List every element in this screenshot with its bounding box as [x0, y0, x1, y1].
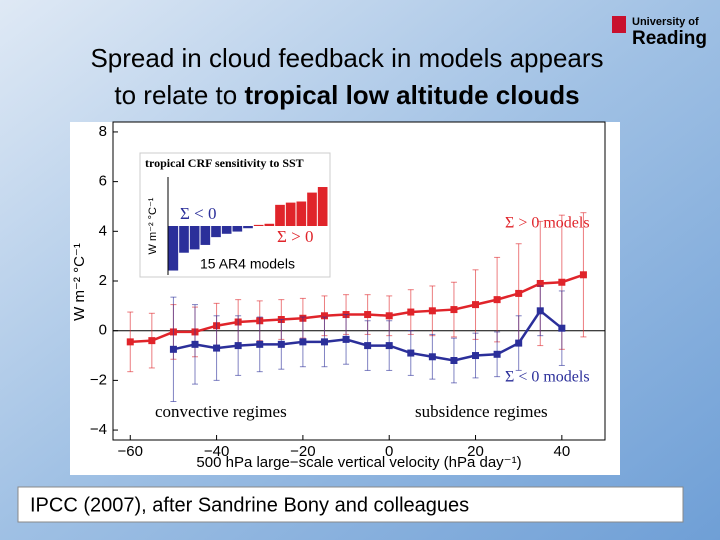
- point: [234, 342, 242, 350]
- slide-title: to relate to tropical low altitude cloud…: [114, 80, 579, 110]
- point: [407, 308, 415, 316]
- slide-title-bold: tropical low altitude clouds: [244, 80, 579, 110]
- bar: [243, 226, 253, 229]
- bar: [221, 226, 232, 234]
- point: [277, 340, 285, 348]
- bar: [307, 192, 317, 226]
- point: [493, 350, 501, 358]
- annotation: subsidence regimes: [415, 402, 548, 421]
- point: [213, 344, 221, 352]
- point: [364, 342, 372, 350]
- inset-y-label: W m⁻² °C⁻¹: [147, 197, 159, 254]
- series-line: [130, 273, 584, 344]
- x-tick-label: −20: [290, 443, 315, 460]
- point: [191, 340, 199, 348]
- x-tick-label: 40: [553, 443, 570, 460]
- bar: [264, 223, 275, 226]
- bar: [296, 201, 307, 226]
- annotation: convective regimes: [155, 402, 287, 421]
- inset-title: tropical CRF sensitivity to SST: [145, 156, 304, 170]
- annotation: Σ > 0: [277, 227, 313, 246]
- point: [428, 307, 436, 315]
- legend-entry: Σ > 0 models: [505, 215, 590, 232]
- y-tick-label: 8: [99, 123, 107, 140]
- point: [536, 279, 544, 287]
- x-tick-label: −40: [204, 443, 229, 460]
- point: [385, 312, 393, 320]
- x-axis-label: 500 hPa large−scale vertical velocity (h…: [196, 454, 521, 471]
- x-tick-label: −60: [118, 443, 143, 460]
- slide-title-part: to relate to: [114, 80, 244, 110]
- point: [320, 312, 328, 320]
- y-tick-label: 0: [99, 322, 107, 339]
- point: [299, 338, 307, 346]
- point: [472, 352, 480, 360]
- annotation: Σ < 0: [180, 204, 216, 223]
- bar: [179, 226, 189, 253]
- bar: [200, 226, 211, 245]
- point: [515, 289, 523, 297]
- logo-shield: [612, 16, 626, 33]
- point: [536, 307, 544, 315]
- bar: [275, 204, 285, 226]
- logo-line: University of: [632, 16, 699, 28]
- legend-entry: Σ < 0 models: [505, 369, 590, 386]
- y-axis-label: W m⁻² °C⁻¹: [71, 243, 88, 321]
- point: [169, 345, 177, 353]
- point: [558, 324, 566, 332]
- point: [450, 306, 458, 314]
- bar: [317, 187, 328, 226]
- y-tick-label: 2: [99, 272, 107, 289]
- annotation: 15 AR4 models: [200, 256, 295, 272]
- bar: [168, 226, 179, 271]
- logo-line: Reading: [632, 28, 707, 49]
- point: [126, 338, 134, 346]
- bar: [232, 226, 243, 232]
- point: [515, 339, 523, 347]
- y-tick-label: 6: [99, 173, 107, 190]
- slide-title: Spread in cloud feedback in models appea…: [90, 43, 603, 73]
- point: [579, 271, 587, 279]
- x-tick-label: 0: [385, 443, 393, 460]
- footer-box: [17, 486, 684, 523]
- bar: [211, 226, 221, 238]
- y-tick-label: −2: [90, 371, 107, 388]
- bar: [253, 224, 264, 226]
- point: [320, 338, 328, 346]
- point: [493, 296, 501, 304]
- point: [385, 342, 393, 350]
- bar: [189, 226, 200, 250]
- point: [450, 357, 458, 364]
- y-tick-label: −4: [90, 421, 107, 438]
- point: [364, 311, 372, 319]
- point: [558, 278, 566, 286]
- bar: [285, 202, 296, 226]
- x-tick-label: 20: [467, 443, 484, 460]
- point: [342, 335, 350, 343]
- y-tick-label: 4: [99, 222, 107, 239]
- point: [472, 301, 480, 309]
- footer: IPCC (2007), after Sandrine Bony and col…: [30, 494, 469, 516]
- point: [148, 337, 156, 345]
- point: [428, 353, 436, 361]
- point: [256, 340, 264, 348]
- point: [407, 349, 415, 357]
